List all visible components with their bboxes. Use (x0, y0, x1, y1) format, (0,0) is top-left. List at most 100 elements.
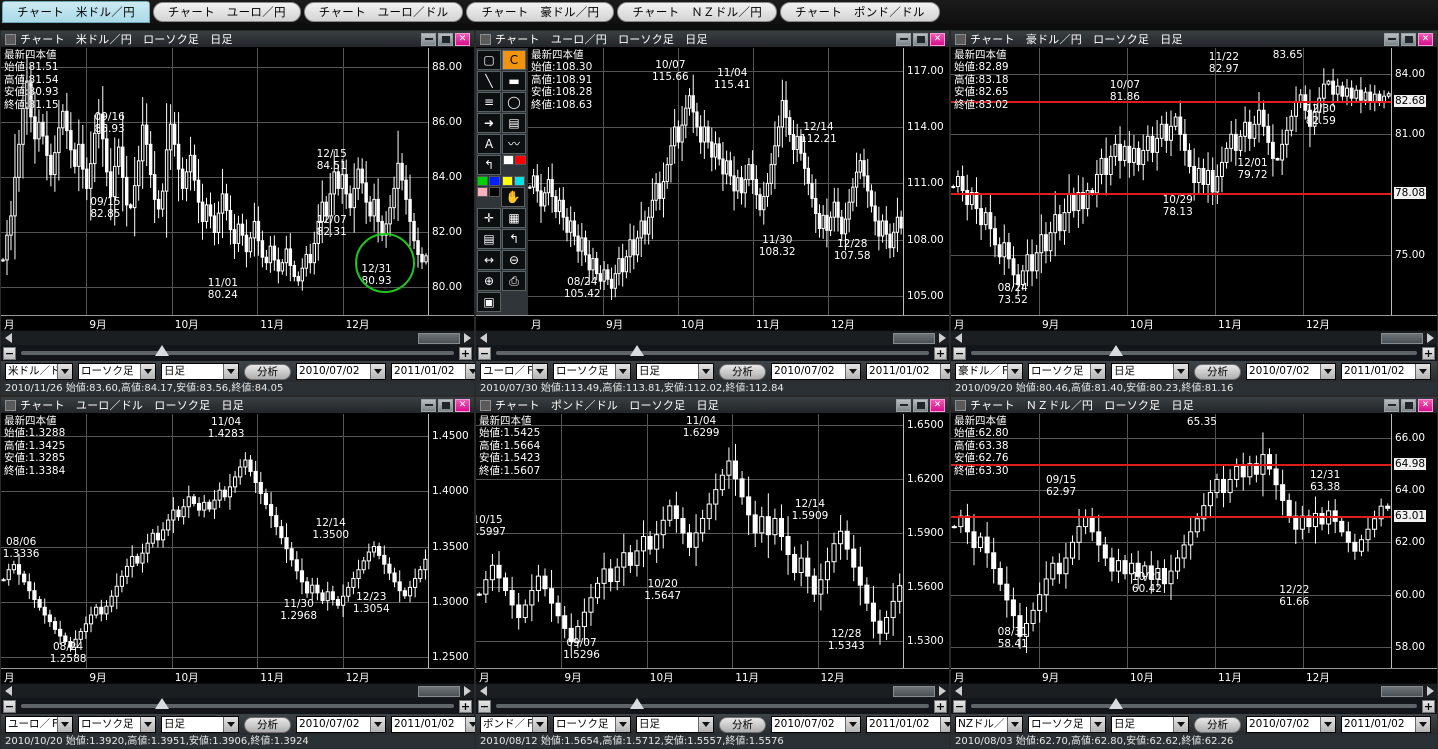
date-from-select-chevron-down-icon[interactable] (845, 717, 860, 732)
symbol-select-chevron-down-icon[interactable] (1007, 717, 1022, 732)
date-to-select[interactable]: 2011/01/02 (1341, 716, 1431, 733)
chart-type-select-chevron-down-icon[interactable] (1090, 717, 1105, 732)
color-swatch-0[interactable] (503, 155, 514, 165)
horizontal-scrollbar[interactable] (951, 330, 1437, 345)
zoom-slider-thumb[interactable] (630, 345, 645, 356)
zoom-slider-thumb[interactable] (1109, 345, 1124, 356)
color-swatch-1[interactable] (515, 155, 526, 165)
scroll-thumb[interactable] (1381, 685, 1423, 697)
date-from-select[interactable]: 2010/07/02 (771, 716, 861, 733)
interval-select[interactable]: 日足 (1111, 716, 1189, 733)
interval-select-chevron-down-icon[interactable] (223, 717, 238, 732)
chart-canvas[interactable]: 88.00 86.00 84.00 82.00 80.00 09/16 85.93 09/15… (1, 48, 474, 315)
chart-tab-3[interactable]: チャート 豪ドル／円 (466, 2, 615, 22)
scroll-thumb[interactable] (893, 685, 935, 697)
minimize-button[interactable] (896, 32, 911, 46)
close-button[interactable]: ✕ (455, 398, 470, 412)
chart-type-select[interactable]: ローソク足 (1028, 363, 1106, 380)
chart-canvas[interactable]: 84.00 81.00 75.00 82.68 78.08 10/07 81.86 11/22… (951, 48, 1437, 315)
scroll-thumb[interactable] (418, 685, 460, 697)
minimize-button[interactable] (1384, 398, 1399, 412)
system-menu-icon[interactable] (5, 399, 16, 411)
system-menu-icon[interactable] (5, 33, 16, 45)
scroll-right-button[interactable] (460, 331, 474, 345)
horizontal-scrollbar[interactable] (476, 330, 949, 345)
analyze-button[interactable]: 分析 (1194, 716, 1241, 733)
select-rect-tool[interactable]: ▢ (477, 50, 501, 70)
trendline-tool[interactable]: ╲ (477, 71, 501, 91)
symbol-select[interactable]: ポンド／Ｆ (480, 716, 548, 733)
hand-tool[interactable]: ✋ (501, 187, 525, 207)
price-alert-line[interactable] (951, 100, 1391, 103)
zoom-out-button[interactable]: − (953, 699, 966, 713)
date-to-select[interactable]: 2011/01/02 (866, 363, 956, 380)
interval-select[interactable]: 日足 (636, 716, 714, 733)
scroll-track[interactable] (490, 332, 935, 345)
color-swatch-5[interactable] (514, 176, 525, 186)
analyze-button[interactable]: 分析 (719, 363, 766, 380)
zoom-in-button[interactable]: + (459, 699, 472, 713)
interval-select-chevron-down-icon[interactable] (223, 364, 238, 379)
date-from-select[interactable]: 2010/07/02 (296, 716, 386, 733)
text-tool[interactable]: A (477, 134, 501, 154)
zoom-slider-track[interactable] (971, 698, 1417, 709)
scroll-right-button[interactable] (1423, 684, 1437, 698)
parallel-lines-tool[interactable]: ≡ (477, 92, 501, 112)
print-tool[interactable]: ⎙ (502, 271, 526, 291)
price-alert-line[interactable] (951, 515, 1391, 518)
zoom-in-button[interactable]: + (459, 346, 472, 360)
scroll-right-button[interactable] (935, 684, 949, 698)
analyze-button[interactable]: 分析 (1194, 363, 1241, 380)
zoom-in-button[interactable]: + (1422, 699, 1435, 713)
chart-canvas[interactable]: 1.4500 1.4000 1.3500 1.3000 1.2500 11/04 1.428… (1, 414, 474, 668)
zigzag-tool[interactable]: 〰 (502, 134, 526, 154)
scroll-left-button[interactable] (1, 331, 15, 345)
zoom-out-button[interactable]: − (478, 346, 491, 360)
close-button[interactable]: ✕ (930, 398, 945, 412)
horizontal-scrollbar[interactable] (1, 683, 474, 698)
scroll-track[interactable] (15, 685, 460, 698)
fibonacci-tool[interactable]: ▤ (502, 113, 526, 133)
arrow-tool[interactable]: ➜ (477, 113, 501, 133)
analyze-button[interactable]: 分析 (244, 363, 291, 380)
scroll-thumb[interactable] (893, 332, 935, 344)
color-swatch-2[interactable] (477, 176, 488, 186)
scroll-track[interactable] (965, 332, 1423, 345)
symbol-select[interactable]: NZドル／Ｆ (955, 716, 1023, 733)
chart-type-select-chevron-down-icon[interactable] (140, 364, 155, 379)
zoom-slider-thumb[interactable] (630, 698, 645, 709)
date-from-select-chevron-down-icon[interactable] (1320, 364, 1335, 379)
maximize-button[interactable] (1401, 32, 1416, 46)
zoom-slider-row[interactable]: − + (1, 698, 474, 714)
symbol-select-chevron-down-icon[interactable] (1007, 364, 1022, 379)
save-tool[interactable]: ▣ (477, 292, 501, 312)
chart-tab-1[interactable]: チャート ユーロ／円 (152, 2, 301, 22)
chart-tab-4[interactable]: チャート ＮＺドル／円 (617, 2, 778, 22)
chart-type-select[interactable]: ローソク足 (1028, 716, 1106, 733)
maximize-button[interactable] (438, 32, 453, 46)
scroll-thumb[interactable] (418, 332, 460, 344)
zoom-out-button[interactable]: − (478, 699, 491, 713)
scroll-left-button[interactable] (476, 331, 490, 345)
interval-select-chevron-down-icon[interactable] (698, 717, 713, 732)
analyze-button[interactable]: 分析 (244, 716, 291, 733)
zoom-slider-row[interactable]: − + (951, 698, 1437, 714)
symbol-select-chevron-down-icon[interactable] (532, 717, 547, 732)
price-alert-line[interactable] (951, 192, 1391, 195)
color-swatch-6[interactable] (477, 187, 488, 197)
ellipse-tool[interactable]: ◯ (502, 92, 526, 112)
undo-arrow-tool[interactable]: ↰ (477, 155, 501, 175)
zoom-out-tool[interactable]: ⊖ (502, 250, 526, 270)
zoom-slider-row[interactable]: − + (951, 345, 1437, 361)
list-tool[interactable]: ▦ (502, 208, 526, 228)
chart-type-select[interactable]: ローソク足 (78, 716, 156, 733)
scroll-track[interactable] (15, 332, 460, 345)
date-to-select[interactable]: 2011/01/02 (1341, 363, 1431, 380)
system-menu-icon[interactable] (955, 399, 966, 411)
zoom-slider-track[interactable] (21, 698, 454, 709)
zoom-out-button[interactable]: − (3, 699, 16, 713)
zoom-slider-thumb[interactable] (155, 345, 170, 356)
chart-type-select[interactable]: ローソク足 (553, 716, 631, 733)
scroll-track[interactable] (490, 685, 935, 698)
maximize-button[interactable] (913, 398, 928, 412)
